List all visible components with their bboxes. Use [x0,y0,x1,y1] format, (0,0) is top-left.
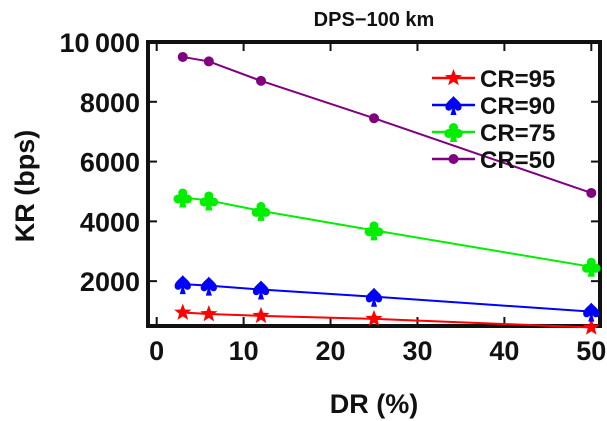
series-line [182,196,592,268]
y-axis-label: KR (bps) [10,130,40,242]
legend-marker [444,123,463,142]
x-axis-label: DR (%) [330,389,419,419]
legend-marker [444,69,463,86]
plot-border [146,40,602,328]
data-point [200,276,217,296]
data-point [586,187,597,198]
data-point [199,191,219,211]
legend-item: CR=95 [432,66,555,93]
axis-ticks: 0 10 20 30 40 50 2000 4000 6000 8000 10 000 [60,28,607,366]
x-tick-label: 30 [402,336,432,366]
legend-label: CR=90 [480,93,555,120]
y-tick-label: 6000 [80,148,140,178]
y-tick-label: 2000 [80,267,140,297]
data-point [174,275,191,295]
data-point [582,257,601,277]
legend-item: CR=50 [432,147,555,174]
x-tick-label: 10 [229,336,259,366]
data-point [174,303,192,320]
legend-item: CR=90 [432,93,555,120]
legend-marker [448,154,459,164]
data-point [177,51,188,62]
plot-frame [146,40,602,328]
data-point [365,309,383,327]
data-point [583,302,600,322]
legend-marker [445,96,462,115]
legend-label: CR=95 [480,66,555,93]
data-point [203,56,214,67]
data-point [365,287,383,307]
legend-item: CR=75 [432,120,555,147]
data-point [364,221,384,241]
data-point [256,75,266,86]
series-cr-75 [173,188,601,277]
x-tick-label: 50 [576,336,606,366]
series-line [182,283,592,313]
y-tick-label: 4000 [80,207,140,237]
legend-label: CR=75 [480,120,555,147]
chart-title: DPS−100 km [314,9,435,31]
series-cr-90 [174,275,600,322]
series-layer [173,51,601,335]
data-point [200,305,218,322]
x-tick-label: 40 [489,336,519,366]
series-cr-95 [174,303,600,335]
y-tick-label: 8000 [80,88,140,118]
data-point [251,201,271,221]
data-point [582,318,600,335]
legend-label: CR=50 [480,147,555,174]
data-point [173,188,193,208]
x-tick-label: 0 [149,336,164,366]
data-point [252,306,270,324]
series-cr-50 [177,51,597,198]
x-tick-label: 20 [316,336,346,366]
data-point [369,113,379,124]
y-tick-label: 10 000 [60,28,141,58]
data-point [252,280,270,300]
